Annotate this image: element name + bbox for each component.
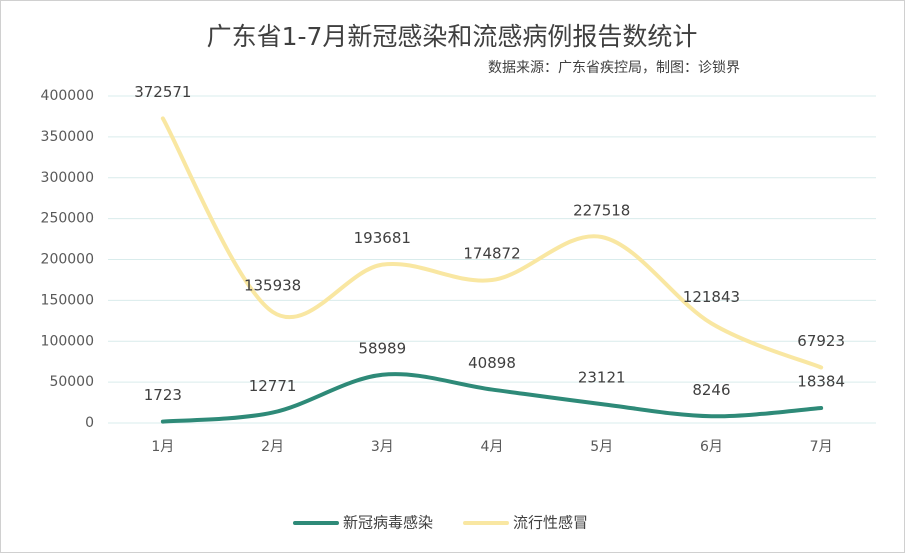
y-tick-label: 350000 xyxy=(41,129,94,145)
x-tick-label: 2月 xyxy=(261,439,284,455)
y-tick-label: 250000 xyxy=(41,211,94,227)
data-label: 40898 xyxy=(468,354,516,372)
data-label: 121843 xyxy=(683,288,740,306)
y-tick-label: 300000 xyxy=(41,170,94,186)
data-label: 1723 xyxy=(144,386,182,404)
data-label: 23121 xyxy=(578,369,626,387)
y-tick-label: 150000 xyxy=(41,292,94,308)
data-label: 193681 xyxy=(354,229,411,247)
data-label: 135938 xyxy=(244,276,301,294)
x-tick-label: 5月 xyxy=(590,439,613,455)
data-label: 174872 xyxy=(463,245,520,263)
x-tick-label: 7月 xyxy=(810,439,833,455)
data-label: 18384 xyxy=(797,372,845,390)
y-tick-label: 200000 xyxy=(41,252,94,268)
data-label: 8246 xyxy=(692,381,730,399)
x-tick-label: 3月 xyxy=(371,439,394,455)
y-tick-label: 50000 xyxy=(49,374,94,390)
legend-label: 流行性感冒 xyxy=(513,514,588,532)
data-label: 227518 xyxy=(573,202,630,220)
data-label: 12771 xyxy=(249,377,297,395)
y-tick-label: 400000 xyxy=(41,88,94,104)
data-label: 372571 xyxy=(134,83,191,101)
chart-title: 广东省1-7月新冠感染和流感病例报告数统计 xyxy=(207,22,698,51)
x-tick-label: 1月 xyxy=(151,439,174,455)
data-label: 58989 xyxy=(358,339,406,357)
y-tick-label: 100000 xyxy=(41,333,94,349)
data-label: 67923 xyxy=(797,332,845,350)
y-tick-label: 0 xyxy=(85,415,94,431)
legend: 新冠病毒感染 流行性感冒 xyxy=(293,514,588,532)
line xyxy=(160,372,824,424)
legend-label: 新冠病毒感染 xyxy=(343,514,433,532)
x-tick-label: 4月 xyxy=(481,439,504,455)
line xyxy=(160,116,824,370)
chart-subtitle: 数据来源：广东省疾控局，制图：诊锁界 xyxy=(488,60,740,76)
x-tick-label: 6月 xyxy=(700,439,723,455)
